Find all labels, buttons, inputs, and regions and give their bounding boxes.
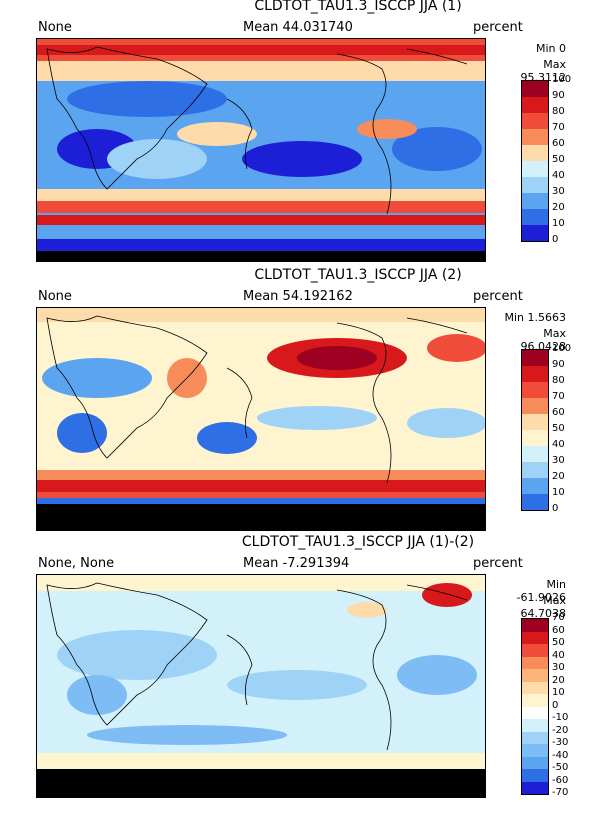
colorbar-swatch — [522, 631, 548, 644]
panel-title: CLDTOT_TAU1.3_ISCCP JJA (1) — [254, 0, 462, 14]
case-label: None — [38, 289, 72, 304]
colorbar-swatch — [522, 177, 548, 193]
colorbar-swatch — [522, 161, 548, 177]
colorbar-swatch — [522, 350, 548, 366]
colorbar-tick-label: 90 — [552, 359, 565, 370]
panel-title: CLDTOT_TAU1.3_ISCCP JJA (1)-(2) — [241, 534, 475, 550]
panel-title: CLDTOT_TAU1.3_ISCCP JJA (2) — [254, 267, 462, 283]
colorbar-swatch — [522, 209, 548, 225]
map-plot — [36, 574, 486, 798]
colorbar-tick-label: 20 — [552, 202, 565, 213]
colorbar-tick-label: -70 — [552, 787, 569, 798]
colorbar-tick-label: 60 — [552, 624, 565, 636]
mean-label: Mean -7.291394 — [243, 556, 350, 571]
units-label: percent — [473, 289, 523, 304]
colorbar-tick-label: -10 — [552, 712, 569, 723]
colorbar-tick-label: 50 — [552, 637, 565, 648]
colorbar-tick-label: -20 — [552, 724, 569, 736]
colorbar-swatch — [522, 644, 548, 657]
colorbar-tick-label: 50 — [552, 423, 565, 434]
colorbar-swatch — [522, 781, 548, 794]
panel-1: CLDTOT_TAU1.3_ISCCP JJA (1) None Mean 44… — [0, 0, 606, 270]
colorbar-tick-label: 70 — [552, 122, 565, 133]
colorbar-tick-label: 0 — [552, 234, 559, 245]
colorbar-tick-label: 10 — [552, 487, 565, 498]
colorbar-swatch — [522, 478, 548, 494]
min-label: Min 1.5663 — [504, 311, 566, 324]
map-plot — [36, 38, 486, 262]
colorbar-swatch — [522, 398, 548, 414]
colorbar-tick-label: 0 — [552, 503, 559, 514]
colorbar-swatch — [522, 97, 548, 113]
colorbar-swatch — [522, 706, 548, 719]
mean-label: Mean 44.031740 — [243, 20, 353, 35]
colorbar-swatch — [522, 756, 548, 769]
min-label: Min 0 — [535, 42, 566, 55]
colorbar-tick-label: 40 — [552, 439, 565, 450]
colorbar-swatch — [522, 681, 548, 694]
units-label: percent — [473, 556, 523, 571]
colorbar-tick-label: 30 — [552, 186, 565, 197]
colorbar-tick-label: 20 — [552, 471, 565, 482]
colorbar-tick-label: 70 — [552, 612, 565, 623]
colorbar-tick-label: 60 — [552, 138, 565, 149]
colorbar-swatch — [522, 619, 548, 632]
colorbar-tick-label: 30 — [552, 455, 565, 466]
colorbar-swatch — [522, 694, 548, 707]
colorbar — [521, 349, 549, 511]
map-plot — [36, 307, 486, 531]
colorbar-swatch — [522, 81, 548, 97]
colorbar-swatch — [522, 382, 548, 398]
colorbar-tick-label: 40 — [552, 170, 565, 181]
colorbar-tick-label: -40 — [552, 749, 569, 761]
colorbar-swatch — [522, 430, 548, 446]
colorbar — [521, 618, 549, 795]
colorbar-swatch — [522, 225, 548, 241]
colorbar-swatch — [522, 414, 548, 430]
colorbar-swatch — [522, 129, 548, 145]
colorbar-tick-label: 10 — [552, 218, 565, 229]
colorbar-tick-label: 90 — [552, 90, 565, 101]
colorbar-swatch — [522, 719, 548, 732]
colorbar-tick-label: 30 — [552, 662, 565, 673]
colorbar-tick-label: -60 — [552, 774, 569, 786]
max-label: Max 64.7038 — [520, 594, 567, 620]
colorbar-tick-label: 70 — [552, 391, 565, 402]
colorbar-tick-label: 80 — [552, 106, 565, 117]
units-label: percent — [473, 20, 523, 35]
colorbar-swatch — [522, 669, 548, 682]
case-label: None — [38, 20, 72, 35]
colorbar-swatch — [522, 656, 548, 669]
panel-3: CLDTOT_TAU1.3_ISCCP JJA (1)-(2) None, No… — [0, 534, 606, 814]
colorbar-tick-label: 100 — [552, 343, 572, 354]
colorbar-tick-label: 20 — [552, 674, 565, 686]
min-label: Min -61.9026 — [516, 578, 566, 604]
colorbar-tick-label: 100 — [552, 74, 572, 85]
colorbar-swatch — [522, 769, 548, 782]
colorbar-swatch — [522, 113, 548, 129]
colorbar-tick-label: 80 — [552, 375, 565, 386]
colorbar-swatch — [522, 744, 548, 757]
colorbar-tick-label: -30 — [552, 737, 569, 748]
colorbar-swatch — [522, 193, 548, 209]
colorbar-tick-label: 60 — [552, 407, 565, 418]
colorbar-swatch — [522, 462, 548, 478]
colorbar-tick-label: 50 — [552, 154, 565, 165]
colorbar-swatch — [522, 145, 548, 161]
colorbar-swatch — [522, 366, 548, 382]
colorbar-tick-label: 10 — [552, 687, 565, 698]
case-label: None, None — [38, 556, 115, 571]
mean-label: Mean 54.192162 — [243, 289, 353, 304]
colorbar-tick-label: -50 — [552, 762, 569, 773]
panel-2: CLDTOT_TAU1.3_ISCCP JJA (2) None Mean 54… — [0, 267, 606, 539]
colorbar — [521, 80, 549, 242]
colorbar-swatch — [522, 731, 548, 744]
colorbar-tick-label: 0 — [552, 699, 559, 711]
colorbar-tick-label: 40 — [552, 649, 565, 661]
colorbar-swatch — [522, 494, 548, 510]
colorbar-swatch — [522, 446, 548, 462]
